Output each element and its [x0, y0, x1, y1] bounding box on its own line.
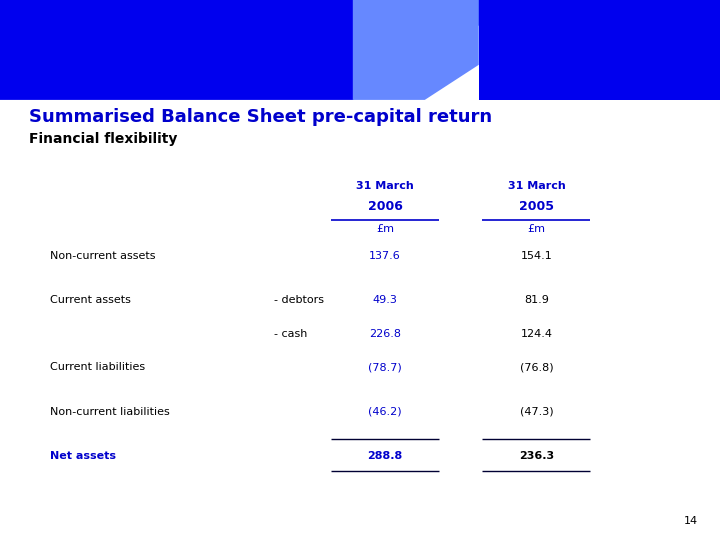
Text: Current liabilities: Current liabilities — [50, 362, 145, 373]
Text: - debtors: - debtors — [274, 295, 323, 306]
Text: - cash: - cash — [274, 329, 307, 339]
Text: 236.3: 236.3 — [519, 451, 554, 461]
Text: (76.8): (76.8) — [520, 362, 553, 373]
Text: 31 March: 31 March — [508, 181, 565, 191]
Polygon shape — [479, 0, 720, 100]
Text: 154.1: 154.1 — [521, 251, 552, 261]
Text: Financial flexibility: Financial flexibility — [29, 132, 177, 146]
Text: 226.8: 226.8 — [369, 329, 401, 339]
Text: 124.4: 124.4 — [521, 329, 552, 339]
Text: 31 March: 31 March — [356, 181, 414, 191]
Text: 2006: 2006 — [368, 200, 402, 213]
Text: (47.3): (47.3) — [520, 407, 553, 417]
Text: £m: £m — [527, 224, 546, 234]
Text: (46.2): (46.2) — [369, 407, 402, 417]
Text: Non-current liabilities: Non-current liabilities — [50, 407, 170, 417]
Text: 14: 14 — [684, 516, 698, 526]
Text: 49.3: 49.3 — [373, 295, 397, 306]
Text: (78.7): (78.7) — [369, 362, 402, 373]
Text: Summarised Balance Sheet pre-capital return: Summarised Balance Sheet pre-capital ret… — [29, 108, 492, 126]
Polygon shape — [0, 0, 522, 100]
Text: 81.9: 81.9 — [524, 295, 549, 306]
Text: 288.8: 288.8 — [368, 451, 402, 461]
Text: Net assets: Net assets — [50, 451, 117, 461]
Text: £m: £m — [377, 224, 395, 234]
Text: 2005: 2005 — [519, 200, 554, 213]
Text: 137.6: 137.6 — [369, 251, 401, 261]
Polygon shape — [353, 0, 479, 100]
Text: Non-current assets: Non-current assets — [50, 251, 156, 261]
Text: Current assets: Current assets — [50, 295, 131, 306]
